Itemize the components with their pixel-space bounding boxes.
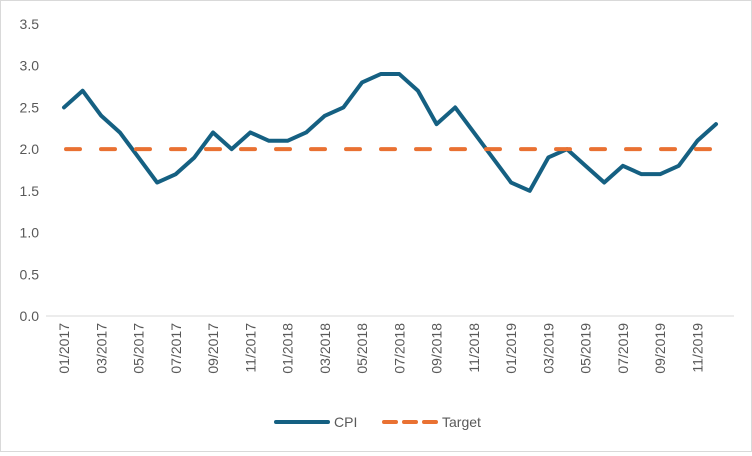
y-tick-label: 3.5 (20, 16, 40, 32)
x-tick-label: 11/2018 (466, 323, 482, 373)
x-tick-label: 09/2018 (429, 323, 445, 374)
x-tick-label: 09/2017 (205, 323, 221, 374)
x-tick-label: 03/2018 (317, 323, 333, 374)
x-tick-label: 05/2017 (131, 323, 147, 374)
x-tick-label: 07/2019 (615, 323, 631, 374)
legend: CPI Target (274, 414, 481, 430)
y-tick-label: 1.5 (20, 183, 40, 199)
y-tick-label: 1.0 (20, 225, 40, 241)
x-tick-label: 03/2019 (540, 323, 556, 374)
y-tick-label: 2.5 (20, 99, 40, 115)
x-tick-label: 07/2018 (391, 323, 407, 374)
y-tick-label: 0.0 (20, 308, 40, 324)
y-tick-label: 2.0 (20, 141, 40, 157)
x-tick-label: 07/2017 (168, 323, 184, 374)
y-tick-label: 0.5 (20, 266, 40, 282)
x-tick-label: 01/2018 (280, 323, 296, 374)
x-tick-label: 01/2019 (503, 323, 519, 374)
x-tick-label: 11/2017 (242, 323, 258, 373)
x-tick-label: 03/2017 (93, 323, 109, 374)
x-tick-label: 11/2019 (689, 323, 705, 373)
legend-label: Target (442, 414, 481, 430)
series-line-cpi (62, 72, 718, 193)
x-tick-label: 09/2019 (652, 323, 668, 374)
x-tick-label: 01/2017 (56, 323, 72, 374)
legend-label: CPI (334, 414, 357, 430)
y-tick-label: 3.0 (20, 58, 40, 74)
x-tick-label: 05/2018 (354, 323, 370, 374)
x-tick-label: 05/2019 (578, 323, 594, 374)
